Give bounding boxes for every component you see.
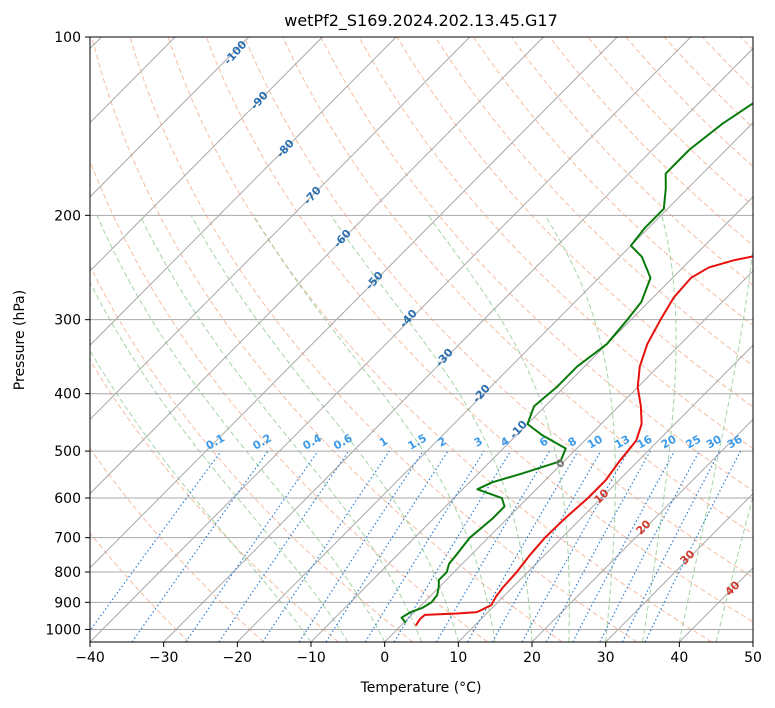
y-tick-label: 1000	[45, 622, 81, 638]
isotherm-line	[236, 121, 753, 642]
y-tick-label: 100	[54, 30, 81, 46]
mixing-ratio-line	[325, 450, 449, 642]
isotherm-line	[90, 37, 250, 198]
dry-adiabat-line	[90, 359, 339, 642]
y-tick-label: 500	[54, 444, 81, 460]
dry-adiabat-line	[129, 37, 638, 642]
mixing-ratio-line	[90, 450, 222, 632]
moist-adiabat-line	[96, 215, 386, 642]
mixing-ratio-line	[491, 450, 602, 642]
series-layer	[400, 102, 753, 627]
isotherm-line	[90, 37, 397, 346]
isotherm-line	[90, 37, 692, 642]
dry-adiabat-line	[91, 37, 563, 642]
moist-adiabat-line	[139, 215, 422, 642]
tick-layer: −40 −30 −20 −10 0 10 20 30 40 50 100 200 300 400 500 60…	[45, 30, 762, 666]
x-tick-label: −40	[75, 650, 105, 666]
y-tick-label: 400	[54, 387, 81, 403]
isotherm-line	[605, 492, 753, 642]
mixing-ratio-line	[185, 450, 319, 642]
x-tick-label: −10	[296, 650, 326, 666]
dry-adiabat-line	[320, 37, 753, 492]
dry-adiabat-line	[472, 37, 753, 326]
isotherm-line	[457, 344, 753, 642]
mixing-ratio-line	[545, 450, 651, 642]
y-tick-label: 800	[54, 565, 81, 581]
dewpoint-profile-line	[400, 102, 753, 624]
x-tick-label: 20	[523, 650, 541, 666]
isotherm-line	[163, 47, 753, 642]
moist-adiabat-line	[642, 215, 677, 642]
moist-adiabat-line	[90, 349, 312, 642]
dry-adiabat-line	[90, 532, 190, 642]
mixing-ratio-line	[644, 450, 742, 642]
moist-adiabat-line	[678, 241, 753, 642]
isotherm-line	[90, 37, 471, 421]
chart-title: wetPf2_S169.2024.202.13.45.G17	[284, 11, 558, 31]
x-axis-label: Temperature (°C)	[360, 680, 482, 696]
y-axis-label: Pressure (hPa)	[12, 290, 28, 390]
moist-adiabat-line	[544, 215, 616, 642]
mixing-ratio-line	[218, 450, 350, 642]
mixing-ratio-line	[621, 450, 721, 642]
moist-adiabat-line	[715, 494, 753, 642]
dry-adiabat-line	[90, 159, 488, 642]
temperature-profile-line	[414, 255, 753, 627]
y-tick-label: 600	[54, 491, 81, 507]
x-tick-label: −20	[223, 650, 253, 666]
grid-layer	[90, 37, 753, 642]
mixing-ratio-line	[393, 450, 512, 642]
x-tick-label: −30	[149, 650, 179, 666]
mixing-ratio-line	[521, 450, 629, 642]
plot-frame	[89, 36, 754, 643]
moist-adiabat-line	[427, 215, 570, 642]
y-tick-label: 900	[54, 595, 81, 611]
x-tick-label: 50	[744, 650, 762, 666]
x-tick-label: 10	[449, 650, 467, 666]
moist-adiabat-line	[252, 215, 496, 642]
mixing-ratio-line	[131, 450, 269, 642]
x-tick-label: 0	[380, 650, 389, 666]
x-tick-label: 30	[597, 650, 615, 666]
dry-adiabat-line	[434, 37, 753, 367]
isotherm-line	[90, 37, 544, 495]
dry-adiabat-line	[167, 37, 712, 642]
dry-adiabat-line	[358, 37, 753, 450]
moist-adiabat-line	[190, 215, 459, 642]
x-tick-label: 40	[670, 650, 688, 666]
y-tick-label: 300	[54, 313, 81, 329]
isotherm-line	[90, 37, 323, 272]
y-tick-label: 700	[54, 531, 81, 547]
dry-adiabat-line	[90, 447, 264, 642]
dry-adiabat-line	[205, 37, 753, 623]
dry-adiabat-line	[90, 265, 414, 642]
isotherm-line	[531, 418, 753, 642]
mixing-ratio-line	[572, 450, 676, 642]
isotherm-line	[384, 270, 753, 642]
mixing-ratio-line	[262, 450, 390, 642]
isotherm-line	[90, 37, 618, 569]
mixing-ratio-line	[298, 450, 424, 642]
y-tick-label: 200	[54, 208, 81, 224]
